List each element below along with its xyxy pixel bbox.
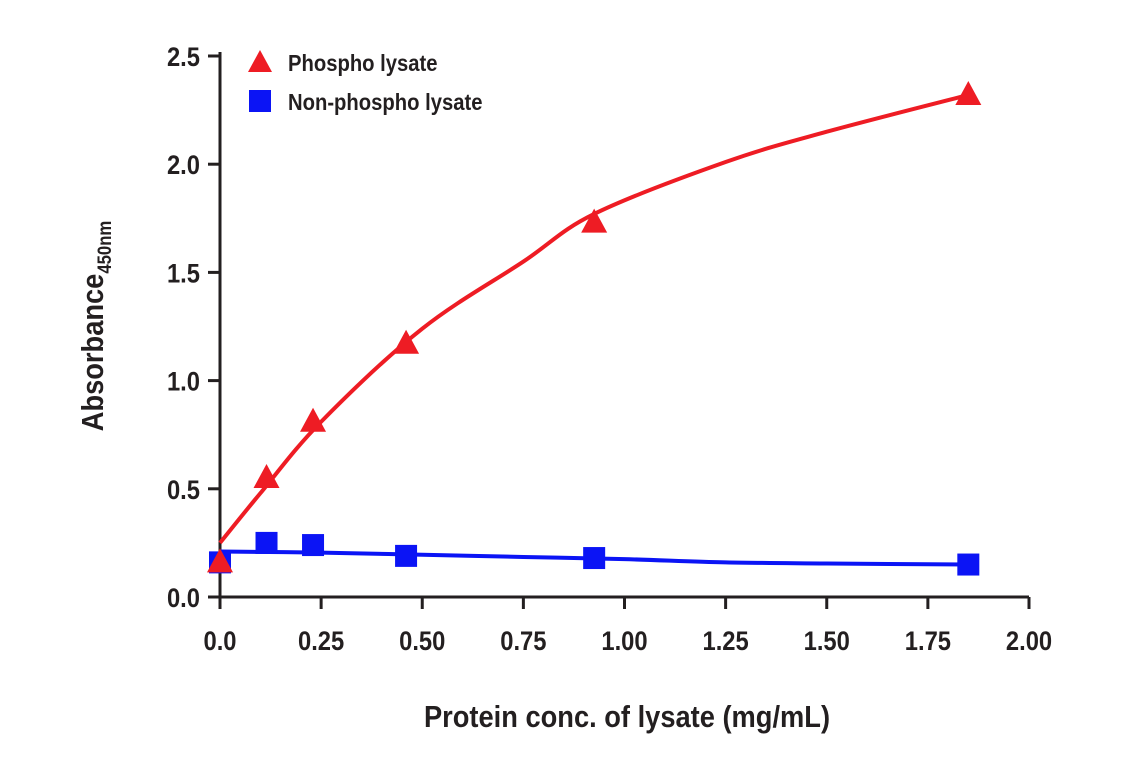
data-point-non-phospho — [957, 553, 980, 576]
data-point-phospho — [253, 463, 280, 488]
data-point-phospho — [393, 329, 420, 354]
data-point-non-phospho — [302, 534, 325, 557]
data-point-non-phospho — [255, 531, 278, 554]
x-tick-label: 1.75 — [905, 627, 951, 657]
y-axis-title-group: Absorbance450nm — [76, 221, 115, 432]
data-markers — [207, 80, 982, 576]
y-axis-title-main: Absorbance — [76, 274, 110, 432]
data-point-phospho — [300, 407, 327, 432]
x-axis-title: Protein conc. of lysate (mg/mL) — [424, 700, 830, 734]
x-tick-label: 1.00 — [601, 627, 647, 657]
x-tick-label: 0.0 — [203, 627, 236, 657]
x-tick-label: 0.50 — [399, 627, 445, 657]
x-tick-label: 0.25 — [298, 627, 344, 657]
axes — [218, 52, 1029, 599]
y-tick-label: 1.5 — [167, 259, 200, 289]
y-ticks: 0.0 0.5 1.0 1.5 2.0 2.5 — [167, 43, 220, 614]
legend-label-phospho: Phospho lysate — [288, 50, 438, 77]
data-point-phospho — [955, 80, 982, 105]
x-ticks: 0.0 0.25 0.50 0.75 1.00 1.25 1.50 1.75 2.00 — [203, 597, 1052, 656]
y-tick-label: 2.5 — [167, 43, 200, 73]
x-tick-label: 2.00 — [1006, 627, 1052, 657]
legend-marker-phospho — [248, 50, 272, 72]
data-point-phospho — [207, 548, 233, 573]
x-tick-label: 0.75 — [500, 627, 546, 657]
fit-curve-phospho — [218, 93, 969, 545]
data-point-non-phospho — [395, 544, 418, 567]
legend-label-non-phospho: Non-phospho lysate — [288, 89, 482, 116]
y-tick-label: 0.0 — [167, 584, 200, 614]
data-point-non-phospho — [583, 547, 606, 570]
legend-marker-non-phospho — [249, 90, 271, 112]
y-axis-title-subscript: 450nm — [94, 221, 115, 274]
legend: Phospho lysate Non-phospho lysate — [248, 50, 482, 116]
y-tick-label: 0.5 — [167, 475, 200, 505]
fit-curves — [218, 93, 969, 567]
y-tick-label: 2.0 — [167, 151, 200, 181]
fit-curve-non-phospho — [219, 549, 969, 567]
y-axis-title: Absorbance450nm — [76, 221, 115, 432]
x-tick-label: 1.50 — [804, 627, 850, 657]
data-point-phospho — [581, 208, 608, 233]
x-tick-label: 1.25 — [703, 627, 749, 657]
y-tick-label: 1.0 — [167, 367, 200, 397]
